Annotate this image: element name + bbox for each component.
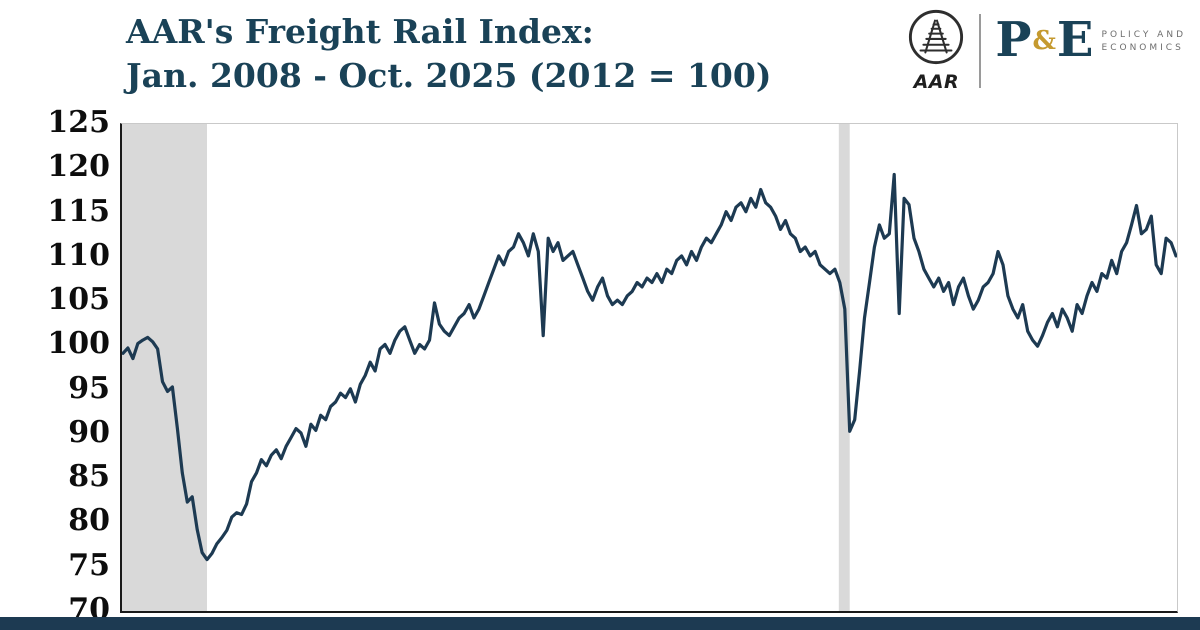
aar-logo-label: AAR — [913, 71, 960, 93]
y-tick-label: 115 — [47, 193, 110, 229]
chart-title-line2: Jan. 2008 - Oct. 2025 (2012 = 100) — [126, 55, 772, 95]
railroad-track-icon — [907, 8, 965, 70]
y-tick-label: 95 — [68, 370, 110, 406]
logo-divider — [979, 14, 982, 88]
pe-letter-p: P — [995, 12, 1032, 68]
aar-logo: AAR — [907, 8, 965, 93]
footer-strip — [0, 617, 1200, 630]
chart-title-line1: AAR's Freight Rail Index: — [126, 12, 594, 51]
y-tick-label: 75 — [68, 547, 110, 583]
y-tick-label: 105 — [47, 282, 110, 318]
pe-ampersand: & — [1032, 26, 1056, 56]
freight-index-line-chart-svg — [122, 124, 1177, 611]
y-tick-label: 110 — [47, 237, 110, 273]
great-recession-band — [122, 124, 207, 611]
freight-index-chart — [120, 123, 1178, 613]
chart-title: AAR's Freight Rail Index: Jan. 2008 - Oc… — [126, 10, 771, 97]
logo-block: AAR P & E POLICY AND ECONOMICS — [907, 8, 1186, 93]
pe-letter-e: E — [1056, 12, 1094, 68]
y-tick-label: 80 — [68, 503, 110, 539]
y-tick-label: 125 — [47, 105, 110, 140]
pe-subtitle-line1: POLICY AND — [1101, 29, 1186, 40]
pe-subtitle: POLICY AND ECONOMICS — [1102, 29, 1186, 56]
pe-monogram: P & E — [995, 16, 1093, 64]
y-tick-label: 120 — [47, 149, 110, 185]
pe-logo: P & E POLICY AND ECONOMICS — [995, 16, 1186, 64]
freight-index-line — [122, 172, 1177, 562]
covid-recession-band — [838, 124, 850, 611]
y-tick-label: 90 — [68, 414, 110, 450]
pe-subtitle-line2: ECONOMICS — [1101, 43, 1184, 53]
y-tick-label: 85 — [68, 459, 110, 495]
y-tick-label: 100 — [47, 326, 110, 362]
y-axis: 125 120 115 110 105 100 95 90 85 80 75 70 — [0, 0, 112, 630]
